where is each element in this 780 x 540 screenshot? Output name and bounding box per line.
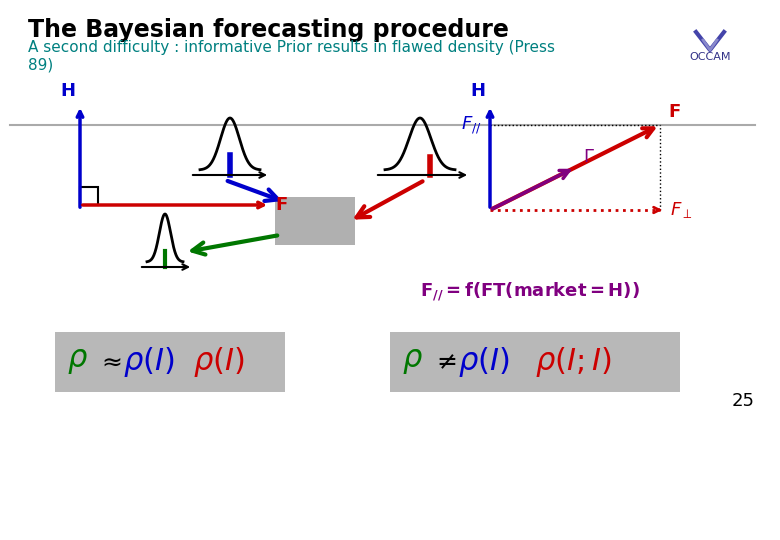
Text: $\mathbf{F_{//}}$$\mathbf{=f(FT(market=H))}$: $\mathbf{F_{//}}$$\mathbf{=f(FT(market=H…	[420, 280, 640, 302]
Text: The Bayesian forecasting procedure: The Bayesian forecasting procedure	[28, 18, 509, 42]
Text: $\rho(I)$: $\rho(I)$	[193, 345, 244, 379]
Bar	[275, 197, 355, 245]
Text: OCCAM: OCCAM	[690, 52, 731, 62]
Text: $\Gamma$: $\Gamma$	[583, 148, 595, 166]
Text: A second difficulty : informative Prior results in flawed density (Press
89): A second difficulty : informative Prior …	[28, 40, 555, 72]
Text: $\rho(I)$: $\rho(I)$	[458, 345, 509, 379]
Text: H: H	[470, 82, 485, 100]
Text: 25: 25	[732, 392, 755, 410]
Text: $\approx$: $\approx$	[97, 350, 122, 374]
Text: $\rho$: $\rho$	[67, 348, 88, 376]
Text: $\rho$: $\rho$	[402, 348, 423, 376]
Bar	[390, 332, 680, 392]
Text: $\rho(I;I)$: $\rho(I;I)$	[535, 345, 612, 379]
Text: F: F	[275, 196, 287, 214]
Text: H: H	[60, 82, 75, 100]
Text: $\neq$: $\neq$	[432, 350, 457, 374]
Bar	[55, 332, 285, 392]
Text: $F_{//}$: $F_{//}$	[461, 114, 482, 136]
Bar	[80, 187, 98, 205]
Text: $\rho(I)$: $\rho(I)$	[123, 345, 175, 379]
Text: $F_{\perp}$: $F_{\perp}$	[670, 200, 693, 220]
Text: F: F	[668, 103, 680, 121]
